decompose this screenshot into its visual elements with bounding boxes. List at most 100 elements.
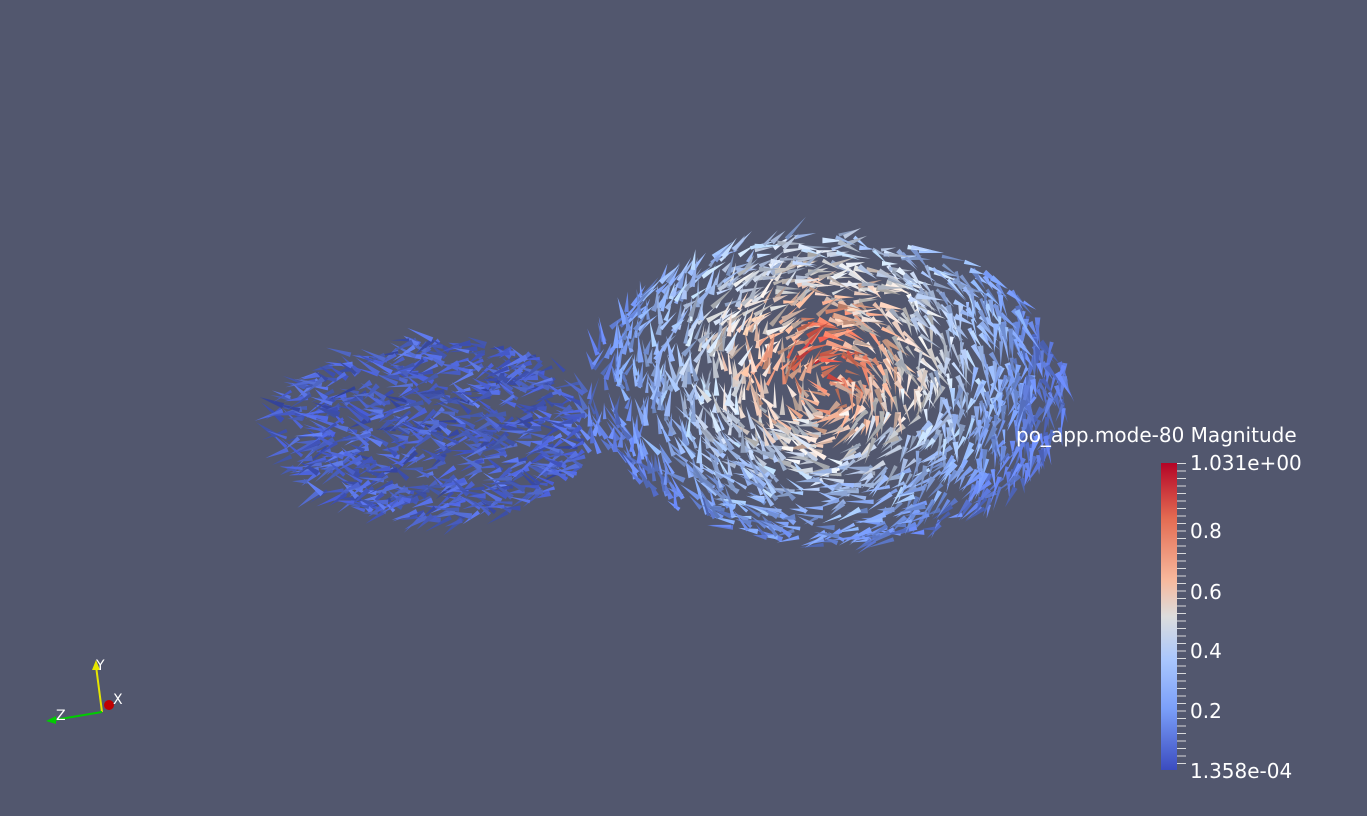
vector-arrow xyxy=(477,411,507,418)
vector-arrow xyxy=(693,476,718,497)
vector-arrow xyxy=(383,467,398,473)
vector-arrow xyxy=(689,343,693,374)
vector-arrow xyxy=(839,442,862,454)
vector-arrow xyxy=(798,391,803,412)
vector-arrow xyxy=(378,409,394,423)
vector-arrow xyxy=(724,484,733,504)
vector-arrow xyxy=(966,302,970,320)
vector-arrow xyxy=(779,394,786,415)
vector-arrow xyxy=(770,230,786,245)
vector-arrow xyxy=(916,449,942,465)
vector-arrow xyxy=(357,477,385,483)
vector-arrow xyxy=(568,440,585,450)
vector-arrow xyxy=(649,320,657,347)
vector-arrow xyxy=(848,270,865,284)
vector-arrow xyxy=(434,432,460,445)
vector-arrow xyxy=(493,358,512,371)
vector-arrow xyxy=(453,415,476,430)
x-axis-marker xyxy=(104,700,114,710)
vector-arrow xyxy=(535,445,551,461)
vector-arrow xyxy=(653,340,670,362)
vector-arrow xyxy=(771,337,782,354)
vector-arrow xyxy=(783,250,803,272)
vector-arrow xyxy=(920,465,928,491)
vector-arrow xyxy=(641,442,647,457)
vector-arrow xyxy=(413,468,430,479)
vector-arrow xyxy=(945,422,955,445)
vector-arrow xyxy=(1001,335,1009,363)
vector-arrow xyxy=(446,412,467,427)
vector-arrow xyxy=(421,483,441,496)
vector-arrow xyxy=(797,382,810,399)
vector-arrow xyxy=(683,393,688,410)
vector-arrow xyxy=(617,324,624,349)
y-axis-line xyxy=(95,665,103,713)
vector-arrow xyxy=(592,396,602,423)
vector-arrow xyxy=(486,349,511,358)
vector-arrow xyxy=(407,343,427,353)
vector-arrow xyxy=(864,475,884,493)
vector-arrow xyxy=(654,453,660,472)
vector-arrow xyxy=(350,506,366,513)
vector-arrow xyxy=(955,499,971,519)
vector-arrow xyxy=(465,350,486,354)
vector-arrow xyxy=(346,426,370,448)
vector-arrow xyxy=(1017,350,1029,373)
vector-arrow xyxy=(880,247,897,252)
vector-arrow xyxy=(354,504,370,509)
vector-arrow xyxy=(403,407,428,424)
vector-arrow xyxy=(641,277,659,299)
vector-arrow xyxy=(853,452,870,464)
vector-arrow xyxy=(952,414,959,442)
vector-arrow xyxy=(425,515,452,532)
vector-arrow xyxy=(857,264,878,280)
vector-arrow xyxy=(332,500,355,504)
vector-arrow xyxy=(451,347,470,354)
vector-arrow xyxy=(755,381,761,411)
vector-arrow xyxy=(303,478,324,497)
vector-arrow xyxy=(315,389,329,401)
vector-arrow xyxy=(794,503,808,514)
vector-arrow xyxy=(1036,362,1043,378)
vector-arrow xyxy=(848,303,875,320)
vector-arrow xyxy=(763,377,769,394)
vector-arrow xyxy=(837,458,856,477)
vector-arrow xyxy=(982,333,990,349)
vector-arrow xyxy=(704,366,712,391)
vector-arrow xyxy=(460,391,481,409)
vector-arrow xyxy=(655,366,661,387)
vector-arrow xyxy=(872,249,888,264)
vector-arrow xyxy=(433,496,450,511)
vector-arrow xyxy=(841,351,867,370)
vector-arrow xyxy=(479,377,498,382)
vector-arrow xyxy=(904,440,926,455)
vector-arrow xyxy=(525,489,544,495)
vector-arrow xyxy=(651,454,657,482)
vector-arrow xyxy=(818,271,840,280)
vector-arrow xyxy=(955,374,968,398)
vector-arrow xyxy=(677,436,696,460)
vector-arrow xyxy=(362,470,383,479)
vector-arrow xyxy=(747,414,765,428)
vector-arrow xyxy=(671,319,685,331)
vector-arrow xyxy=(819,353,842,357)
vector-arrow xyxy=(854,356,875,363)
vector-arrow xyxy=(691,287,708,300)
vector-arrow xyxy=(878,343,894,367)
vector-arrow xyxy=(746,495,765,504)
vector-arrow xyxy=(914,431,928,450)
vector-arrow xyxy=(911,457,922,482)
vector-arrow xyxy=(701,331,717,350)
vector-arrow xyxy=(900,482,917,490)
vector-arrow xyxy=(751,311,773,323)
vector-arrow xyxy=(761,516,779,537)
vector-arrow xyxy=(842,228,862,239)
vector-arrow xyxy=(683,300,697,310)
vector-arrow xyxy=(814,497,840,510)
vector-arrow xyxy=(491,467,513,486)
vector-arrow xyxy=(989,439,1006,455)
vector-arrow xyxy=(867,466,889,487)
vector-arrow xyxy=(520,384,544,398)
